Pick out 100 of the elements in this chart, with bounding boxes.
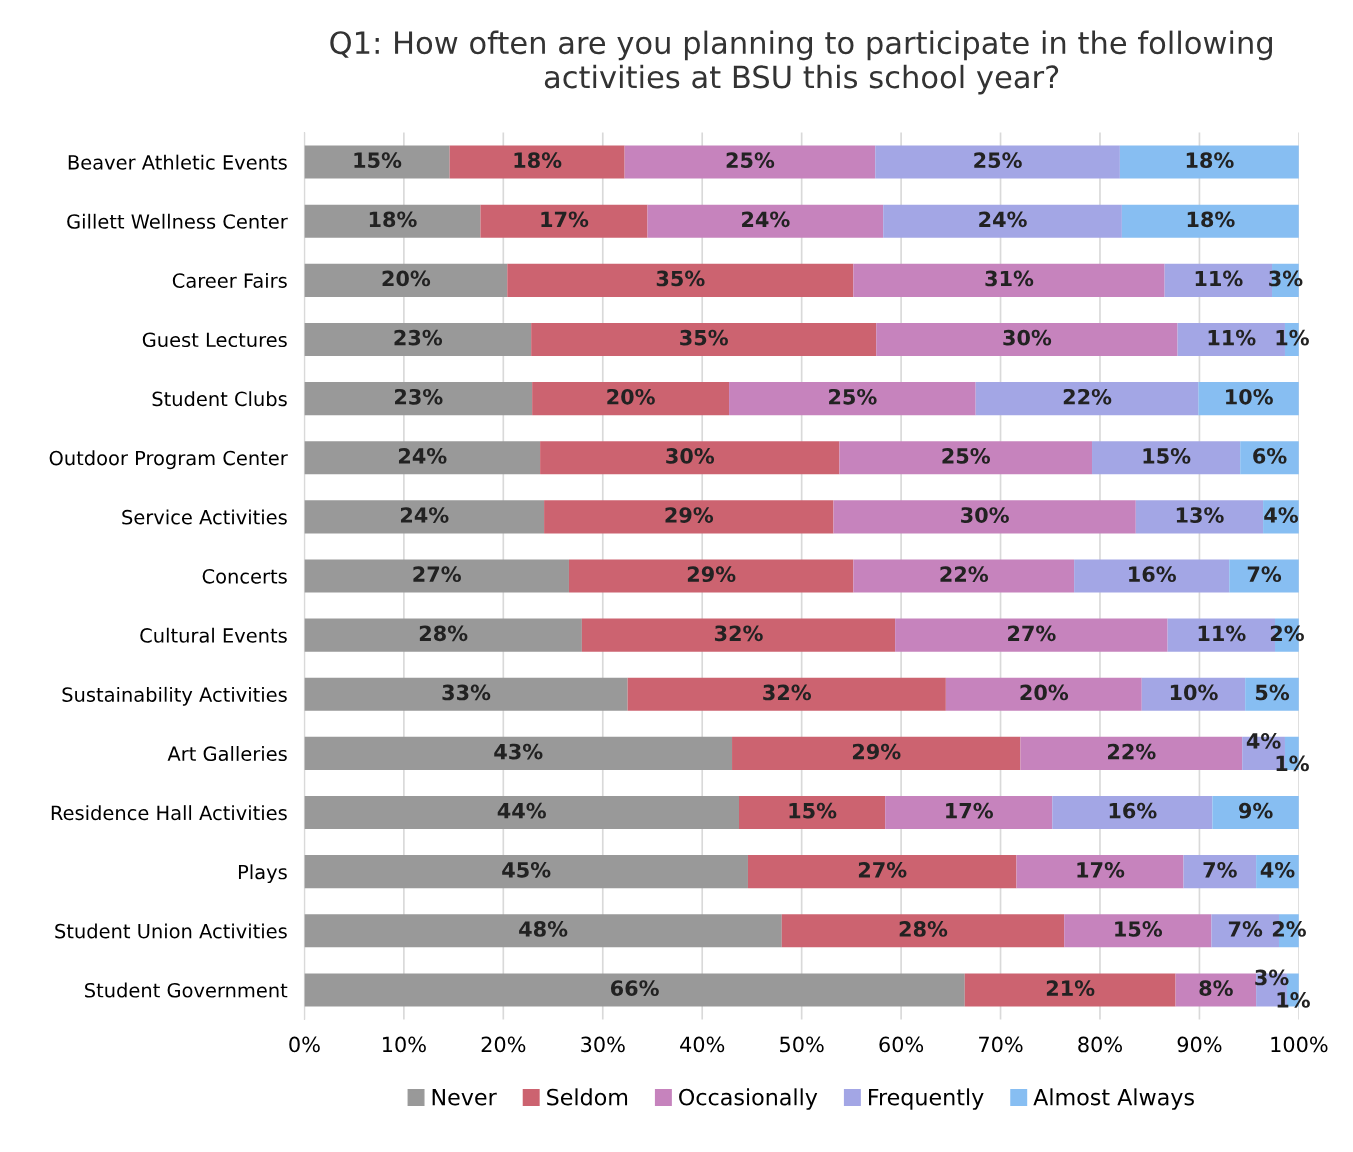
data-label: 18% — [369, 211, 417, 228]
bar — [1119, 145, 1299, 179]
bar — [781, 914, 1065, 948]
bar — [581, 618, 896, 652]
data-label: 18% — [514, 152, 562, 169]
data-label: 7% — [1228, 921, 1263, 937]
y-tick-label: Beaver Athletic Events — [68, 154, 287, 170]
x-tick-label: 40% — [680, 1036, 725, 1053]
bar — [1135, 500, 1264, 534]
data-label: 17% — [541, 211, 589, 228]
bar — [747, 855, 1017, 889]
x-tick-label: 60% — [879, 1036, 924, 1053]
x-tick-label: 20% — [481, 1036, 526, 1053]
data-label: 22% — [1108, 743, 1156, 760]
y-tick-label: Student Government — [85, 982, 288, 998]
y-tick-label: Residence Hall Activities — [51, 805, 287, 821]
data-label: 24% — [742, 211, 790, 228]
data-label: 24% — [398, 448, 447, 464]
x-tick-label: 80% — [1078, 1036, 1122, 1053]
data-label: 13% — [1176, 507, 1224, 523]
data-label: 11% — [1208, 329, 1256, 346]
data-label: 7% — [1203, 861, 1237, 878]
data-label: 25% — [829, 388, 877, 405]
data-label: 29% — [665, 507, 714, 523]
bar — [833, 500, 1136, 534]
y-tick-label: Cultural Events — [140, 627, 287, 643]
y-tick-label: Guest Lectures — [142, 332, 287, 348]
chart-title: Q1: How often are you planning to participate in the following activities at BSU this school year? — [330, 30, 1272, 95]
data-label: 1% — [1276, 755, 1309, 772]
bar — [876, 322, 1178, 357]
data-label: 30% — [1003, 329, 1052, 346]
y-tick-label: Art Galleries — [167, 746, 287, 762]
bar — [304, 322, 532, 357]
bar — [568, 559, 854, 593]
bar — [304, 382, 533, 416]
bar — [624, 145, 876, 179]
data-label: 15% — [1143, 448, 1191, 464]
data-label: 7% — [1247, 566, 1282, 583]
bar — [964, 973, 1176, 1007]
data-label: 9% — [1239, 802, 1273, 819]
data-label: 4% — [1246, 733, 1281, 749]
bar — [304, 204, 481, 238]
data-label: 48% — [519, 921, 568, 937]
data-label: 18% — [1186, 152, 1234, 169]
data-label: 43% — [494, 743, 543, 760]
data-label: 66% — [610, 980, 659, 996]
x-tick-label: 50% — [780, 1036, 824, 1053]
y-tick-label: Outdoor Program Center — [49, 450, 288, 470]
data-label: 24% — [400, 507, 449, 523]
bar — [1092, 441, 1241, 475]
bar — [1064, 914, 1212, 948]
data-label: 15% — [789, 802, 837, 819]
data-label: 25% — [942, 448, 991, 464]
y-tick-label: Gillett Wellness Center — [67, 213, 288, 229]
data-label: 27% — [858, 861, 907, 878]
data-label: 22% — [940, 566, 989, 583]
bar — [544, 500, 834, 534]
data-label: 28% — [899, 921, 948, 937]
data-label: 30% — [666, 448, 715, 464]
legend-label: Frequently — [869, 1088, 984, 1110]
bar — [839, 441, 1093, 475]
data-label: 5% — [1255, 684, 1290, 701]
data-label: 3% — [1255, 969, 1289, 986]
bar — [739, 795, 886, 830]
y-tick-label: Student Clubs — [152, 391, 287, 407]
data-label: 35% — [656, 270, 705, 287]
bar — [1052, 795, 1213, 830]
bar — [1212, 795, 1299, 830]
bar — [729, 382, 976, 416]
bar — [1020, 736, 1243, 770]
y-tick-label: Student Union Activities — [55, 923, 287, 939]
bar — [449, 145, 625, 179]
data-label: 35% — [680, 329, 728, 346]
bar — [532, 382, 730, 416]
x-tick-label: 90% — [1177, 1036, 1222, 1053]
bar — [647, 204, 884, 238]
bar — [1141, 677, 1246, 711]
data-label: 28% — [419, 625, 468, 642]
data-label: 32% — [763, 684, 812, 701]
bar — [304, 914, 782, 948]
data-label: 20% — [607, 388, 655, 405]
data-label: 33% — [442, 684, 491, 701]
bar — [895, 618, 1168, 652]
data-label: 1% — [1276, 329, 1309, 346]
data-label: 29% — [852, 743, 901, 760]
bar — [1016, 855, 1184, 889]
x-tick-label: 100% — [1271, 1036, 1328, 1053]
bar — [304, 736, 733, 770]
bar — [1175, 973, 1257, 1007]
data-label: 16% — [1129, 566, 1176, 583]
legend-label: Seldom — [547, 1088, 628, 1106]
data-label: 44% — [497, 802, 546, 819]
bar — [304, 795, 739, 830]
data-label: 23% — [394, 329, 443, 346]
bar — [540, 441, 840, 475]
bar — [945, 677, 1142, 711]
data-label: 24% — [979, 211, 1027, 228]
data-label: 11% — [1198, 625, 1246, 642]
data-label: 21% — [1046, 980, 1095, 996]
bar — [304, 263, 508, 297]
